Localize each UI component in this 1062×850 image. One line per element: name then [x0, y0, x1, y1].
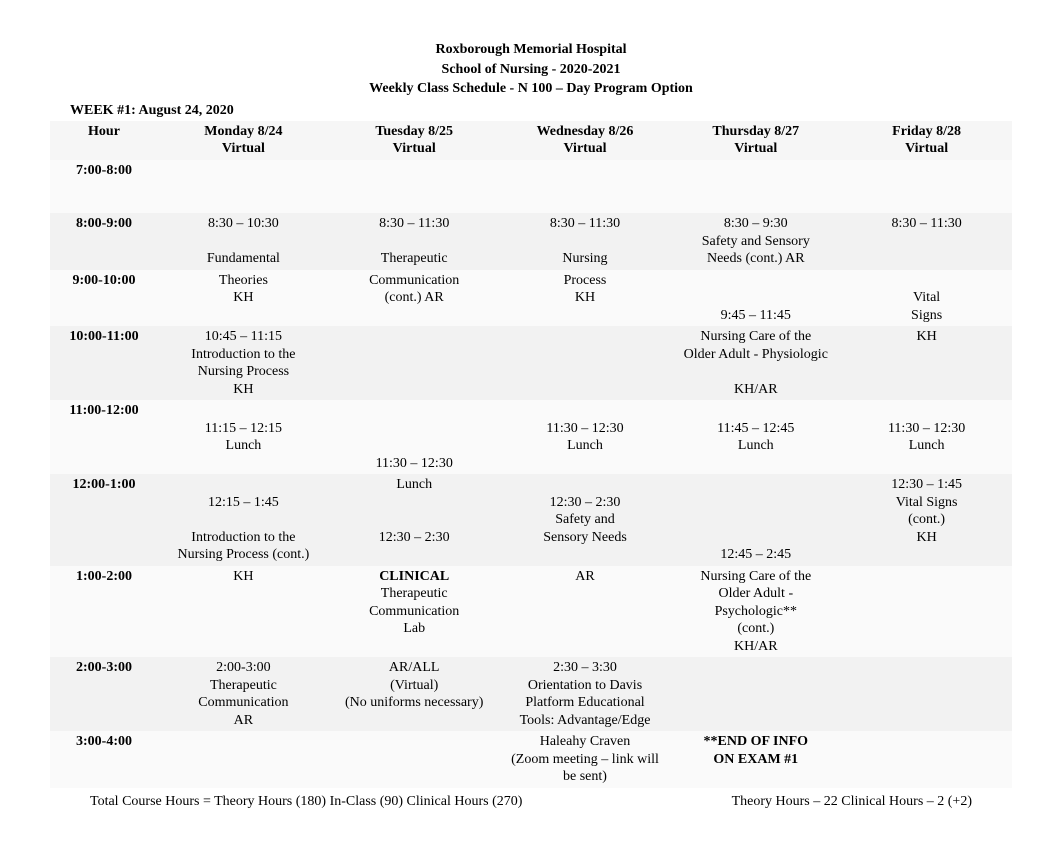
hour-label: 10:00-11:00: [50, 326, 158, 400]
cell-thu-11: 11:45 – 12:45 Lunch: [670, 400, 841, 474]
col-fri: Friday 8/28 Virtual: [841, 121, 1012, 160]
cell-thu-3pm: **END OF INFO ON EXAM #1: [670, 731, 841, 788]
cell-mon-10: 10:45 – 11:15 Introduction to the Nursin…: [158, 326, 329, 400]
cell-mon-8: 8:30 – 10:30 Fundamental: [158, 213, 329, 270]
header-line1: Roxborough Memorial Hospital: [50, 40, 1012, 60]
cell-thu-9: 9:45 – 11:45: [670, 270, 841, 327]
row-7: 7:00-8:00: [50, 160, 1012, 214]
cell-wed-11: 11:30 – 12:30 Lunch: [500, 400, 671, 474]
cell-mon-11: 11:15 – 12:15 Lunch: [158, 400, 329, 474]
row-12: 12:00-1:00 12:15 – 1:45 Introduction to …: [50, 474, 1012, 566]
cell-wed-10: [500, 326, 671, 400]
cell-wed-3pm: Haleahy Craven (Zoom meeting – link will…: [500, 731, 671, 788]
footer: Total Course Hours = Theory Hours (180) …: [50, 794, 1012, 810]
cell-wed-9: Process KH: [500, 270, 671, 327]
row-10: 10:00-11:00 10:45 – 11:15 Introduction t…: [50, 326, 1012, 400]
cell-fri-3pm: [841, 731, 1012, 788]
hour-label: 11:00-12:00: [50, 400, 158, 474]
hour-label: 2:00-3:00: [50, 657, 158, 731]
hour-label: 12:00-1:00: [50, 474, 158, 566]
week-label: WEEK #1: August 24, 2020: [70, 103, 1012, 119]
cell-tue-8: 8:30 – 11:30 Therapeutic: [329, 213, 500, 270]
header-line3: Weekly Class Schedule - N 100 – Day Prog…: [50, 79, 1012, 99]
cell-thu-12: 12:45 – 2:45: [670, 474, 841, 566]
cell-fri-7: [841, 160, 1012, 214]
row-9: 9:00-10:00 Theories KH Communication (co…: [50, 270, 1012, 327]
header-line2: School of Nursing - 2020-2021: [50, 60, 1012, 80]
cell-mon-12: 12:15 – 1:45 Introduction to the Nursing…: [158, 474, 329, 566]
hour-label: 7:00-8:00: [50, 160, 158, 214]
cell-mon-9: Theories KH: [158, 270, 329, 327]
row-11: 11:00-12:00 11:15 – 12:15 Lunch 11:30 – …: [50, 400, 1012, 474]
cell-wed-7: [500, 160, 671, 214]
col-wed: Wednesday 8/26 Virtual: [500, 121, 671, 160]
col-mon: Monday 8/24 Virtual: [158, 121, 329, 160]
cell-thu-7: [670, 160, 841, 214]
footer-right: Theory Hours – 22 Clinical Hours – 2 (+2…: [732, 794, 972, 810]
cell-tue-11: 11:30 – 12:30: [329, 400, 500, 474]
cell-fri-2pm: [841, 657, 1012, 731]
cell-mon-1pm: KH: [158, 566, 329, 658]
cell-wed-8: 8:30 – 11:30 Nursing: [500, 213, 671, 270]
cell-wed-1pm: AR: [500, 566, 671, 658]
document-header: Roxborough Memorial Hospital School of N…: [50, 40, 1012, 99]
row-8: 8:00-9:00 8:30 – 10:30 Fundamental 8:30 …: [50, 213, 1012, 270]
cell-fri-10: KH: [841, 326, 1012, 400]
cell-wed-12: 12:30 – 2:30 Safety and Sensory Needs: [500, 474, 671, 566]
cell-mon-3pm: [158, 731, 329, 788]
cell-fri-12: 12:30 – 1:45 Vital Signs (cont.) KH: [841, 474, 1012, 566]
table-header-row: Hour Monday 8/24 Virtual Tuesday 8/25 Vi…: [50, 121, 1012, 160]
col-tue: Tuesday 8/25 Virtual: [329, 121, 500, 160]
cell-thu-10: Nursing Care of the Older Adult - Physio…: [670, 326, 841, 400]
cell-fri-9: Vital Signs: [841, 270, 1012, 327]
cell-tue-2pm: AR/ALL (Virtual) (No uniforms necessary): [329, 657, 500, 731]
cell-fri-1pm: [841, 566, 1012, 658]
row-2pm: 2:00-3:00 2:00-3:00 Therapeutic Communic…: [50, 657, 1012, 731]
col-hour: Hour: [50, 121, 158, 160]
cell-fri-8: 8:30 – 11:30: [841, 213, 1012, 270]
cell-tue-10: [329, 326, 500, 400]
hour-label: 3:00-4:00: [50, 731, 158, 788]
cell-thu-2pm: [670, 657, 841, 731]
col-thu: Thursday 8/27 Virtual: [670, 121, 841, 160]
hour-label: 8:00-9:00: [50, 213, 158, 270]
cell-thu-1pm: Nursing Care of the Older Adult - Psycho…: [670, 566, 841, 658]
footer-left: Total Course Hours = Theory Hours (180) …: [90, 794, 522, 810]
cell-thu-8: 8:30 – 9:30 Safety and Sensory Needs (co…: [670, 213, 841, 270]
cell-tue-9: Communication (cont.) AR: [329, 270, 500, 327]
cell-tue-7: [329, 160, 500, 214]
cell-mon-2pm: 2:00-3:00 Therapeutic Communication AR: [158, 657, 329, 731]
schedule-table: Hour Monday 8/24 Virtual Tuesday 8/25 Vi…: [50, 121, 1012, 788]
row-3pm: 3:00-4:00 Haleahy Craven (Zoom meeting –…: [50, 731, 1012, 788]
hour-label: 9:00-10:00: [50, 270, 158, 327]
cell-tue-3pm: [329, 731, 500, 788]
hour-label: 1:00-2:00: [50, 566, 158, 658]
cell-fri-11: 11:30 – 12:30 Lunch: [841, 400, 1012, 474]
cell-tue-12: Lunch 12:30 – 2:30: [329, 474, 500, 566]
cell-tue-1pm: CLINICAL Therapeutic Communication Lab: [329, 566, 500, 658]
cell-mon-7: [158, 160, 329, 214]
cell-wed-2pm: 2:30 – 3:30 Orientation to Davis Platfor…: [500, 657, 671, 731]
row-1pm: 1:00-2:00 KH CLINICAL Therapeutic Commun…: [50, 566, 1012, 658]
